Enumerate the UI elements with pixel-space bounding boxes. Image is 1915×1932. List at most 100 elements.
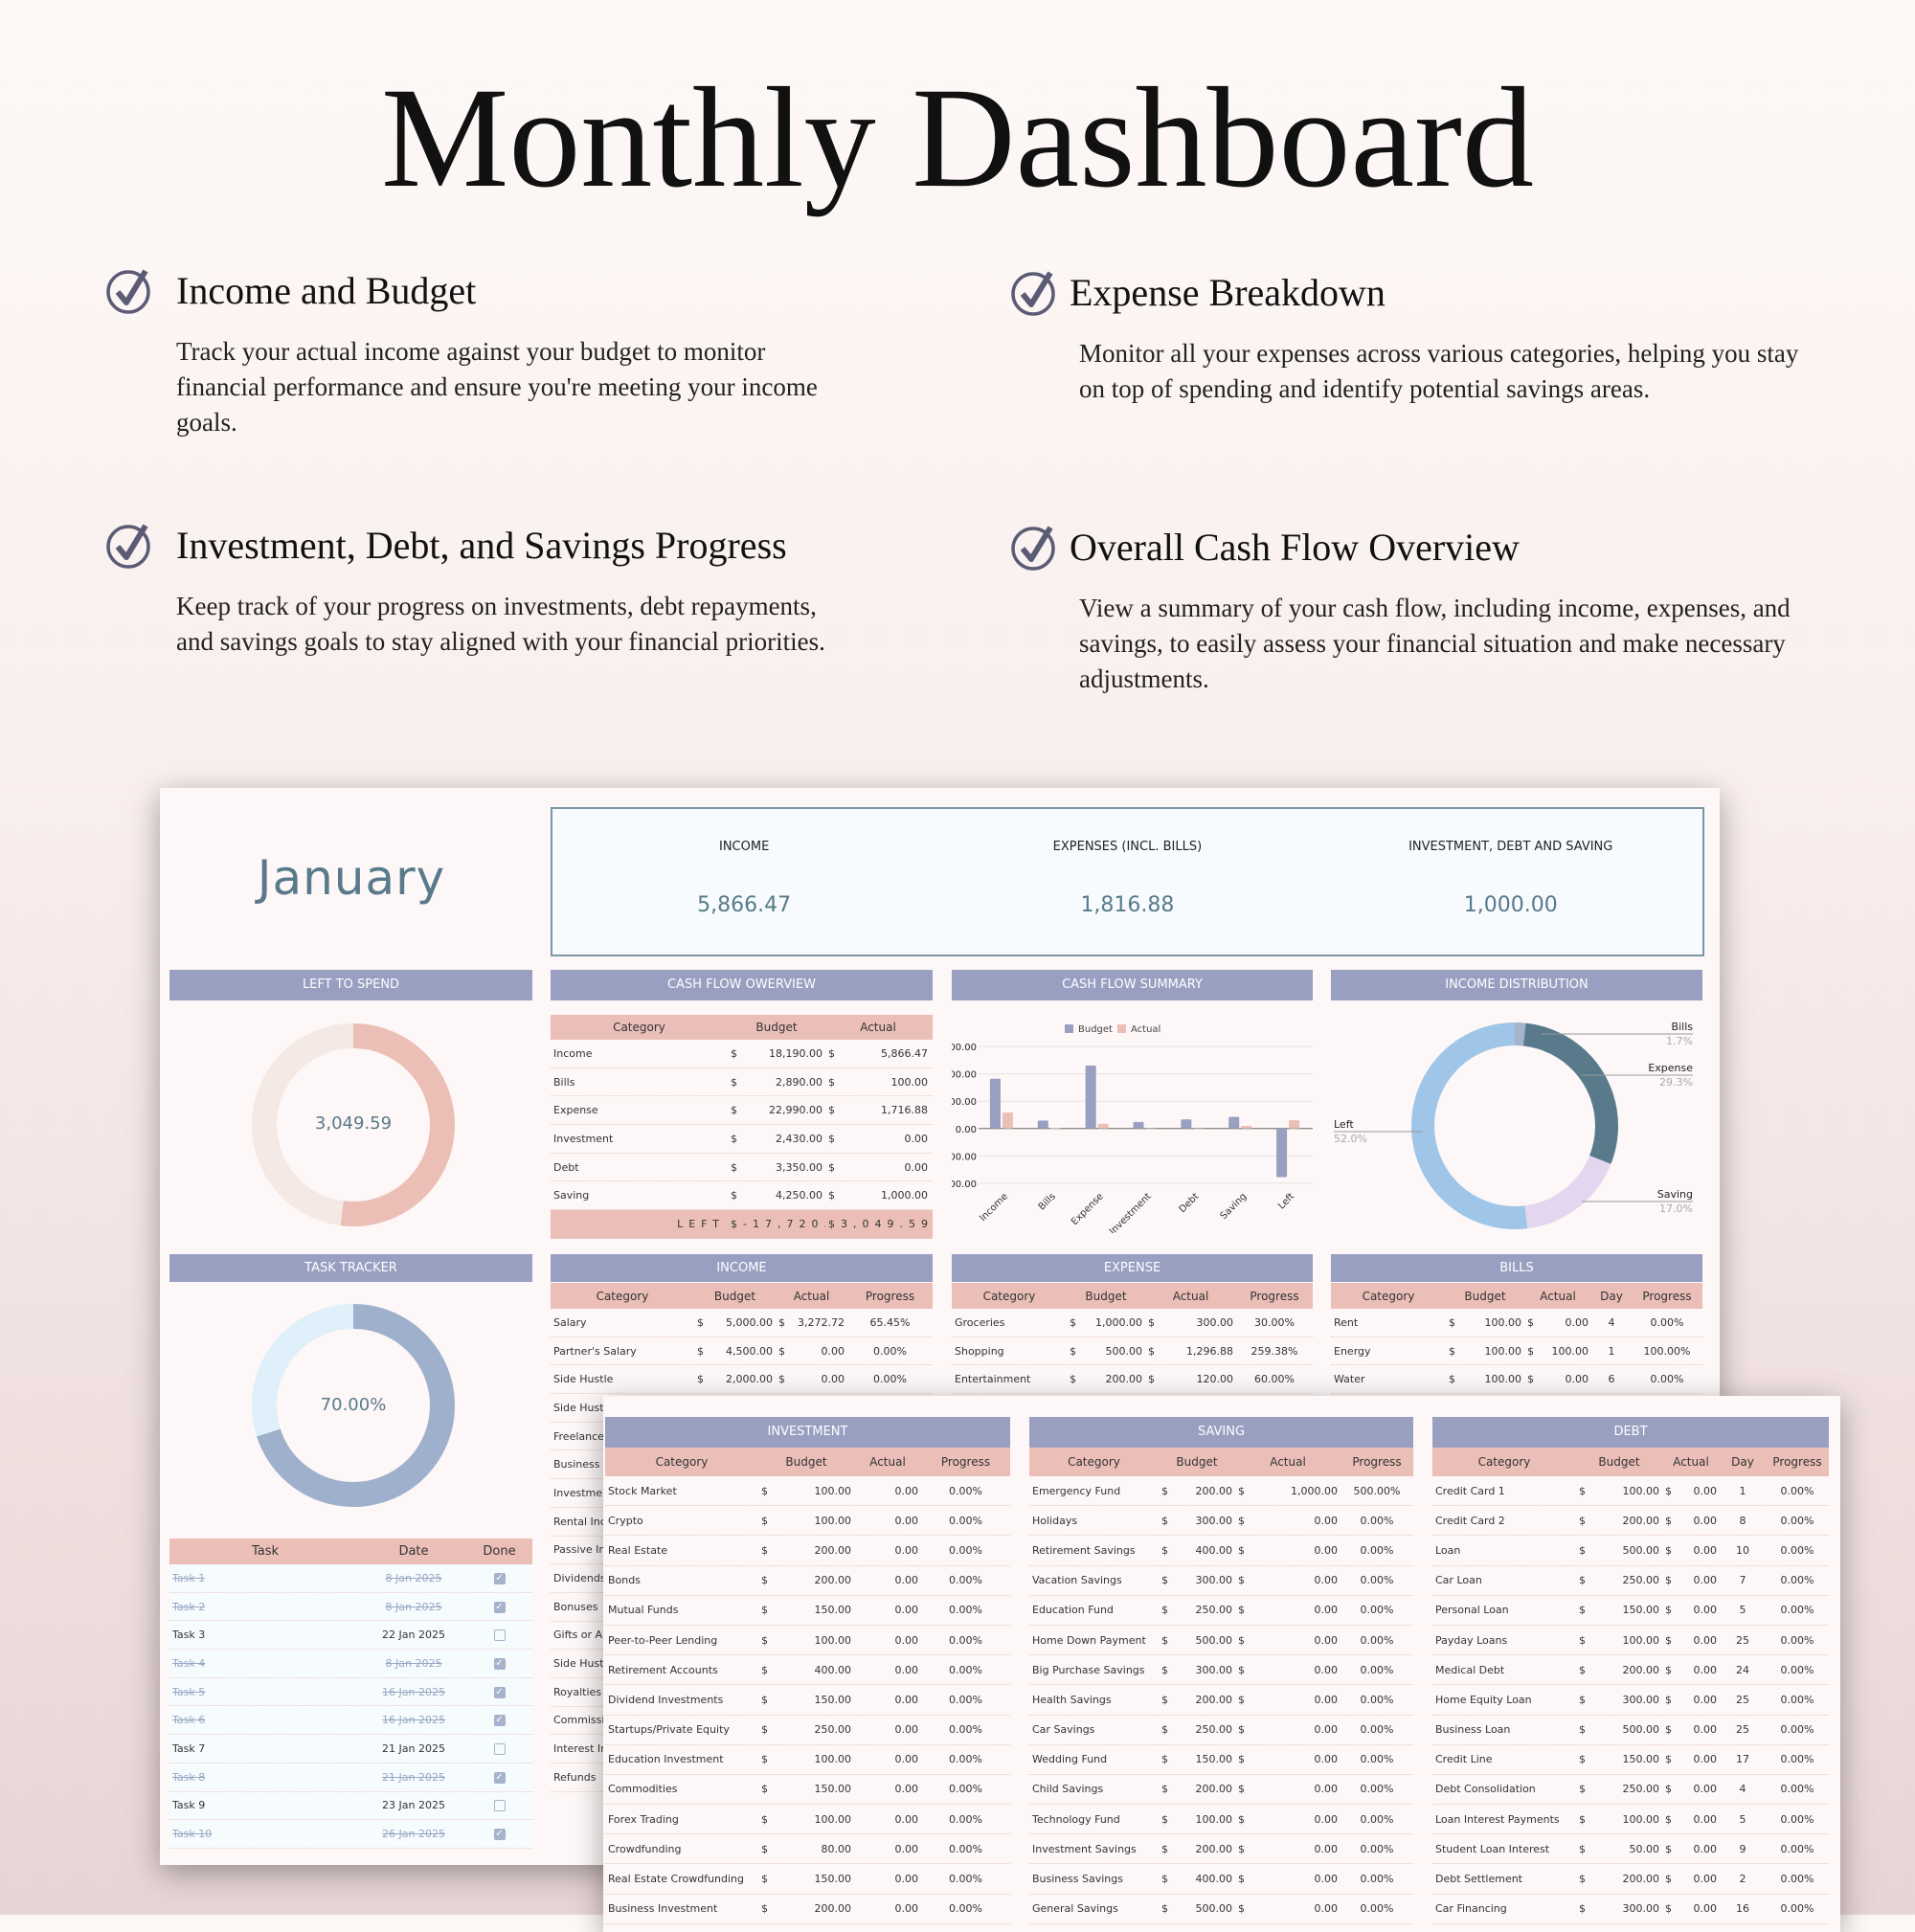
table-cell: Car Financing bbox=[1432, 1902, 1576, 1915]
done-checkbox[interactable] bbox=[493, 1742, 506, 1755]
feature-description: Monitor all your expenses across various… bbox=[1079, 339, 1799, 403]
done-checkbox[interactable]: ✓ bbox=[493, 1686, 506, 1698]
table-cell: Child Savings bbox=[1029, 1783, 1159, 1795]
currency-symbol: $ bbox=[761, 1543, 768, 1557]
cell-value: Emergency Fund bbox=[1032, 1484, 1121, 1497]
table-cell: $300.00 bbox=[1576, 1902, 1662, 1915]
done-checkbox[interactable] bbox=[493, 1629, 506, 1642]
done-checkbox[interactable]: ✓ bbox=[493, 1572, 506, 1584]
feature-description: Keep track of your progress on investmen… bbox=[176, 592, 825, 656]
investment-table: Category Budget Actual Progress Stock Market… bbox=[605, 1448, 1010, 1924]
table-row: Income $18,190.00 $5,866.47 bbox=[551, 1040, 933, 1068]
table-row: Technology Fund $100.00 $0.00 0.00% bbox=[1029, 1805, 1413, 1835]
column-header: Category bbox=[596, 1289, 649, 1303]
table-cell: 0.00% bbox=[1340, 1723, 1413, 1736]
cell-value: 18,190.00 bbox=[769, 1046, 822, 1060]
table-row: Water $100.00 $0.00 6 0.00% bbox=[1331, 1365, 1702, 1395]
table-cell: $200.00 bbox=[1576, 1515, 1662, 1527]
cell-value: 0.00% bbox=[949, 1574, 982, 1587]
cell-value: 0.00 bbox=[894, 1514, 919, 1527]
currency-symbol: $ bbox=[1579, 1873, 1586, 1886]
task-date: 26 Jan 2025 bbox=[382, 1828, 445, 1841]
currency-symbol: $ bbox=[1579, 1723, 1586, 1737]
table-cell: $0.00 bbox=[1662, 1574, 1720, 1586]
table-cell: $0.00 bbox=[1235, 1873, 1340, 1885]
cell-value: 0.00% bbox=[1780, 1484, 1814, 1497]
bar-budget-bills bbox=[1037, 1120, 1048, 1129]
column-header: Done bbox=[483, 1544, 516, 1559]
cell-value: 1 bbox=[1739, 1484, 1746, 1497]
cell-value: 0.00 bbox=[1693, 1633, 1718, 1647]
table-cell: $0.00 bbox=[1235, 1723, 1340, 1736]
table-cell: $0.00 bbox=[1524, 1373, 1591, 1385]
cell-value: 0.00 bbox=[1314, 1873, 1339, 1886]
table-cell: Saving bbox=[551, 1189, 728, 1202]
table-cell: 0.00% bbox=[921, 1544, 1010, 1557]
table-cell: 0.00% bbox=[1632, 1316, 1702, 1329]
table-cell: Vacation Savings bbox=[1029, 1574, 1159, 1586]
task-progress-value: 70.00% bbox=[320, 1395, 387, 1415]
donut-progress-arc bbox=[252, 1304, 455, 1507]
cell-value: 0.00% bbox=[1780, 1663, 1814, 1676]
currency-symbol: $ bbox=[1665, 1753, 1672, 1766]
table-cell: $150.00 bbox=[758, 1873, 854, 1885]
cell-value: Real Estate bbox=[608, 1543, 668, 1557]
table-cell: $100.00 bbox=[758, 1634, 854, 1647]
currency-symbol: $ bbox=[697, 1373, 704, 1386]
task-row: Task 2 8 Jan 2025 ✓ bbox=[169, 1592, 532, 1622]
table-cell: 7 bbox=[1720, 1574, 1766, 1586]
table-row: Entertainment $200.00 $120.00 60.00% bbox=[952, 1365, 1313, 1395]
done-checkbox[interactable]: ✓ bbox=[493, 1771, 506, 1784]
cell-value: 0.00 bbox=[894, 1543, 919, 1557]
currency-symbol: $ bbox=[1161, 1484, 1168, 1497]
table-row: Student Loan Interest $50.00 $0.00 9 0.00% bbox=[1432, 1834, 1829, 1865]
done-checkbox[interactable]: ✓ bbox=[493, 1715, 506, 1727]
table-cell: Passive In bbox=[551, 1543, 694, 1556]
done-checkbox[interactable]: ✓ bbox=[493, 1601, 506, 1613]
table-cell: $0.00 bbox=[1235, 1753, 1340, 1765]
cell-value: 4,250.00 bbox=[776, 1189, 822, 1202]
task-name: Task 3 bbox=[172, 1629, 206, 1642]
cell-value: 0.00 bbox=[821, 1373, 845, 1386]
cell-value: 0.00% bbox=[1780, 1902, 1814, 1916]
x-tick-label: Income bbox=[978, 1191, 1010, 1224]
table-cell: Medical Debt bbox=[1432, 1664, 1576, 1676]
table-cell: 0.00% bbox=[1766, 1843, 1829, 1855]
done-checkbox[interactable] bbox=[493, 1800, 506, 1812]
table-cell: $0.00 bbox=[1662, 1753, 1720, 1765]
check-circle-icon bbox=[106, 269, 150, 314]
cell-value: Business Investment bbox=[608, 1902, 718, 1916]
cell-value: Real Estate Crowdfunding bbox=[608, 1873, 745, 1886]
table-cell: Emergency Fund bbox=[1029, 1485, 1159, 1497]
table-cell: $0.00 bbox=[1235, 1813, 1340, 1826]
table-cell: Refunds bbox=[551, 1771, 694, 1784]
done-checkbox[interactable]: ✓ bbox=[493, 1829, 506, 1841]
cell-value: General Savings bbox=[1032, 1902, 1118, 1916]
table-row: Holidays $300.00 $0.00 0.00% bbox=[1029, 1506, 1413, 1537]
task-row: Task 5 16 Jan 2025 ✓ bbox=[169, 1677, 532, 1707]
cell-value: 300.00 bbox=[1622, 1693, 1660, 1706]
task-date: 23 Jan 2025 bbox=[382, 1799, 445, 1812]
cell-value: 500.00 bbox=[1105, 1344, 1143, 1358]
cell-value: 1,000.00 bbox=[1291, 1484, 1338, 1497]
table-cell: 8 bbox=[1720, 1515, 1766, 1527]
table-cell: Payday Loans bbox=[1432, 1634, 1576, 1647]
table-cell: $250.00 bbox=[1576, 1574, 1662, 1586]
done-checkbox[interactable]: ✓ bbox=[493, 1657, 506, 1670]
table-cell: $0.00 bbox=[1235, 1902, 1340, 1915]
currency-symbol: $ bbox=[1579, 1514, 1586, 1527]
task-name: Task 5 bbox=[172, 1685, 206, 1698]
currency-symbol: $ bbox=[761, 1574, 768, 1587]
table-cell: $150.00 bbox=[1576, 1753, 1662, 1765]
cell-value: 25 bbox=[1736, 1693, 1749, 1706]
cell-value: 100.00 bbox=[1195, 1812, 1233, 1826]
left-to-spend-value: 3,049.59 bbox=[314, 1113, 393, 1134]
table-row: Business Loan $500.00 $0.00 25 0.00% bbox=[1432, 1716, 1829, 1745]
cell-value: Mutual Funds bbox=[608, 1604, 679, 1617]
cell-value: 150.00 bbox=[814, 1873, 852, 1886]
cell-value: 0.00 bbox=[1565, 1373, 1589, 1386]
table-cell: 0.00% bbox=[1766, 1813, 1829, 1826]
table-cell: 0.00 bbox=[854, 1574, 921, 1586]
table-cell: $150.00 bbox=[758, 1694, 854, 1706]
detail-sheet bbox=[603, 1396, 1840, 1932]
